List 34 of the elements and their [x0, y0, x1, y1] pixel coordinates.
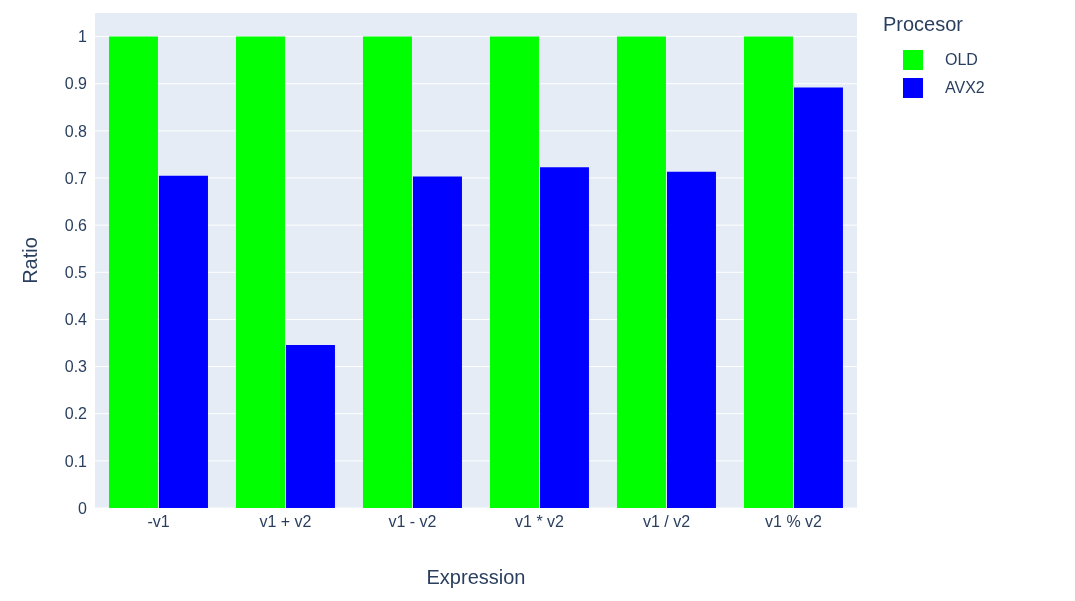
- bar: [235, 36, 285, 508]
- bar: [412, 176, 462, 508]
- y-tick-label: 0.6: [64, 216, 88, 234]
- bar: [285, 344, 335, 508]
- y-tick-label: 0.2: [64, 405, 88, 423]
- y-tick-label: 0.1: [64, 452, 88, 470]
- bar: [108, 36, 158, 508]
- legend-label: OLD: [945, 51, 978, 69]
- bar: [616, 36, 666, 508]
- bar: [539, 167, 589, 508]
- y-tick-label: 0.8: [64, 122, 88, 140]
- bar: [362, 36, 412, 508]
- y-tick-label: 0.4: [64, 311, 88, 329]
- legend-label: AVX2: [945, 79, 985, 97]
- x-tick-label: v1 * v2: [515, 513, 565, 531]
- x-tick-label: v1 / v2: [642, 513, 691, 531]
- x-tick-label: v1 % v2: [765, 513, 823, 531]
- x-tick-label: v1 - v2: [388, 513, 437, 531]
- bar: [743, 36, 793, 508]
- y-tick-label: 0: [78, 499, 88, 517]
- y-tick-label: 1: [78, 28, 88, 46]
- y-tick-label: 0.3: [64, 358, 88, 376]
- y-tick-label: 0.5: [64, 263, 88, 281]
- x-tick-label: -v1: [147, 513, 170, 531]
- bar: [158, 175, 208, 508]
- bar: [666, 171, 716, 508]
- x-tick-label: v1 + v2: [259, 513, 312, 531]
- legend-title: Procesor: [883, 13, 965, 36]
- x-axis-title: Expression: [426, 566, 526, 589]
- bar: [489, 36, 539, 508]
- y-axis-title: Ratio: [19, 237, 42, 284]
- y-tick-label: 0.9: [64, 75, 88, 93]
- bar: [793, 87, 843, 508]
- y-tick-label: 0.7: [64, 169, 88, 187]
